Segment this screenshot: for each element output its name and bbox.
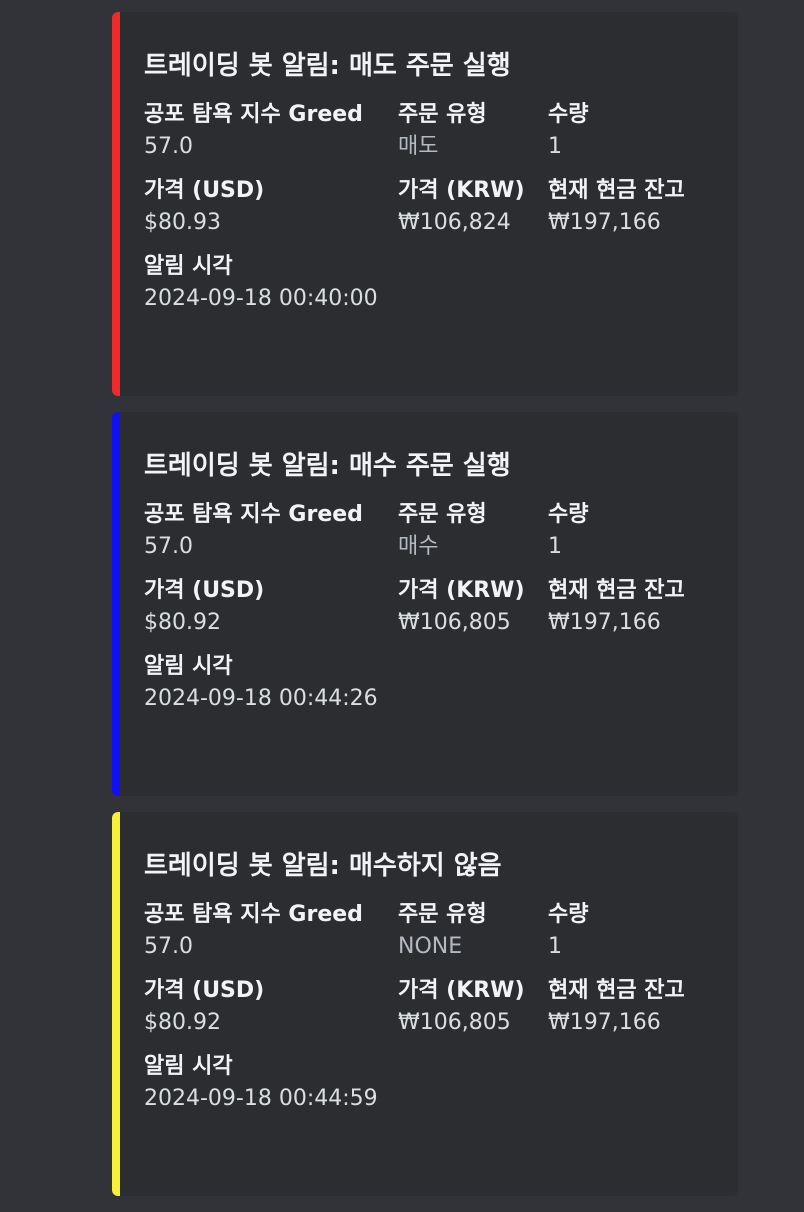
field-value: $80.93 [144,210,221,235]
field-order-type: 주문 유형 NONE [398,900,548,964]
field-value: 2024-09-18 00:44:26 [144,686,378,711]
field-value: $80.92 [144,1010,221,1035]
field-name: 공포 탐욕 지수 Greed [144,502,363,527]
embed-buy-order: 트레이딩 봇 알림: 매수 주문 실행 공포 탐욕 지수 Greed 57.0 … [112,412,738,796]
field-greed-index: 공포 탐욕 지수 Greed 57.0 [144,900,398,964]
field-name: 가격 (USD) [144,578,265,603]
field-name: 알림 시각 [144,254,233,279]
field-name: 현재 현금 잔고 [548,178,685,203]
field-name: 알림 시각 [144,1054,233,1079]
field-value: 57.0 [144,534,193,559]
field-order-type: 주문 유형 매수 [398,500,548,564]
field-name: 수량 [548,902,589,927]
field-price-usd: 가격 (USD) $80.92 [144,976,398,1040]
field-quantity: 수량 1 [548,900,738,964]
embed-title: 트레이딩 봇 알림: 매수하지 않음 [144,851,502,881]
embed-no-buy: 트레이딩 봇 알림: 매수하지 않음 공포 탐욕 지수 Greed 57.0 주… [112,812,738,1196]
embed-title: 트레이딩 봇 알림: 매수 주문 실행 [144,451,511,481]
field-price-krw: 가격 (KRW) ₩106,805 [398,576,548,640]
field-value: 57.0 [144,134,193,159]
field-value: 1 [548,534,562,559]
field-name: 수량 [548,502,589,527]
field-greed-index: 공포 탐욕 지수 Greed 57.0 [144,100,398,164]
field-price-usd: 가격 (USD) $80.93 [144,176,398,240]
field-name: 주문 유형 [398,102,487,127]
field-greed-index: 공포 탐욕 지수 Greed 57.0 [144,500,398,564]
embed-title: 트레이딩 봇 알림: 매도 주문 실행 [144,51,511,81]
field-value: ₩197,166 [548,210,661,235]
field-value: 2024-09-18 00:40:00 [144,286,378,311]
embed-sell-order: 트레이딩 봇 알림: 매도 주문 실행 공포 탐욕 지수 Greed 57.0 … [112,12,738,396]
embed-fields: 공포 탐욕 지수 Greed 57.0 주문 유형 매수 수량 1 가격 (US… [144,500,738,716]
embed-fields: 공포 탐욕 지수 Greed 57.0 주문 유형 매도 수량 1 가격 (US… [144,100,738,316]
field-value: 매수 [398,534,439,559]
field-name: 알림 시각 [144,654,233,679]
field-quantity: 수량 1 [548,100,738,164]
field-value: NONE [398,934,463,959]
field-price-krw: 가격 (KRW) ₩106,824 [398,176,548,240]
field-value: $80.92 [144,610,221,635]
field-name: 가격 (KRW) [398,578,525,603]
field-name: 공포 탐욕 지수 Greed [144,902,363,927]
message-feed: 트레이딩 봇 알림: 매도 주문 실행 공포 탐욕 지수 Greed 57.0 … [112,12,738,1212]
field-value: ₩197,166 [548,1010,661,1035]
field-name: 주문 유형 [398,502,487,527]
field-quantity: 수량 1 [548,500,738,564]
field-price-krw: 가격 (KRW) ₩106,805 [398,976,548,1040]
field-price-usd: 가격 (USD) $80.92 [144,576,398,640]
field-cash-balance: 현재 현금 잔고 ₩197,166 [548,176,738,240]
field-value: ₩197,166 [548,610,661,635]
field-value: 매도 [398,134,439,159]
field-name: 주문 유형 [398,902,487,927]
field-alert-time: 알림 시각 2024-09-18 00:44:26 [144,652,738,716]
field-name: 가격 (USD) [144,178,265,203]
field-name: 현재 현금 잔고 [548,578,685,603]
embed-fields: 공포 탐욕 지수 Greed 57.0 주문 유형 NONE 수량 1 가격 (… [144,900,738,1116]
field-cash-balance: 현재 현금 잔고 ₩197,166 [548,576,738,640]
field-value: 1 [548,934,562,959]
field-name: 가격 (USD) [144,978,265,1003]
field-value: ₩106,805 [398,610,511,635]
field-order-type: 주문 유형 매도 [398,100,548,164]
field-alert-time: 알림 시각 2024-09-18 00:40:00 [144,252,738,316]
field-cash-balance: 현재 현금 잔고 ₩197,166 [548,976,738,1040]
field-value: 2024-09-18 00:44:59 [144,1086,378,1111]
field-name: 수량 [548,102,589,127]
field-alert-time: 알림 시각 2024-09-18 00:44:59 [144,1052,738,1116]
field-name: 현재 현금 잔고 [548,978,685,1003]
field-value: 57.0 [144,934,193,959]
field-name: 가격 (KRW) [398,178,525,203]
field-value: ₩106,805 [398,1010,511,1035]
field-name: 공포 탐욕 지수 Greed [144,102,363,127]
field-name: 가격 (KRW) [398,978,525,1003]
field-value: ₩106,824 [398,210,511,235]
field-value: 1 [548,134,562,159]
